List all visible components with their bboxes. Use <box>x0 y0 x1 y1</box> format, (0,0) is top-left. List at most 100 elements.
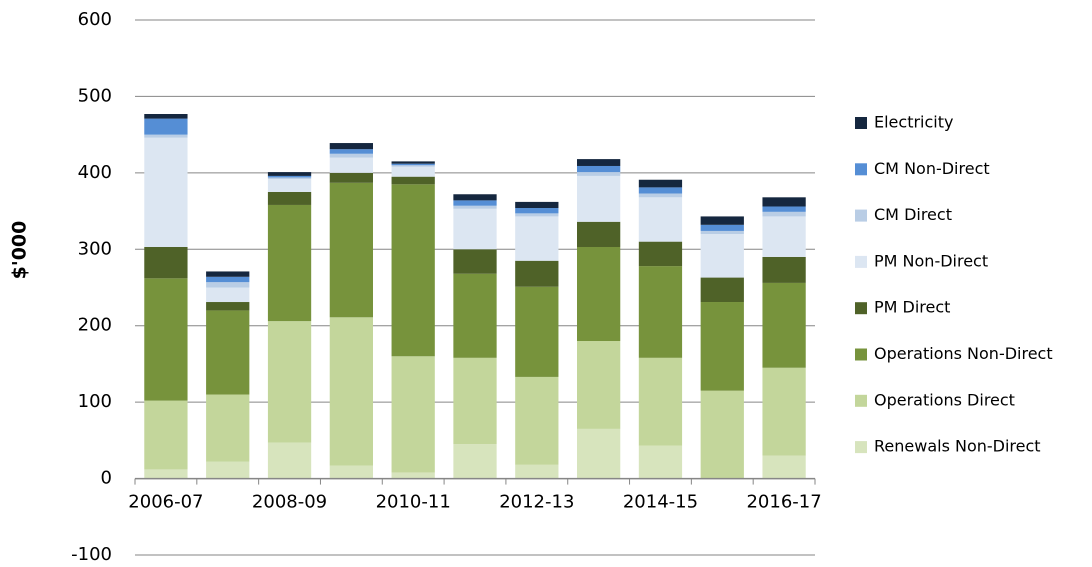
y-tick-label: 300 <box>78 238 112 259</box>
bar-segment <box>700 224 744 231</box>
bar-segment <box>391 184 435 357</box>
bar-segment <box>453 273 497 358</box>
x-tick-label: 2010-11 <box>376 492 451 513</box>
legend-label: Operations Direct <box>874 390 1015 409</box>
bar-segment <box>638 197 683 242</box>
bar-segment <box>515 208 559 214</box>
bar-segment <box>577 341 621 429</box>
bar-segment <box>391 472 435 479</box>
bar-segment <box>144 278 188 401</box>
legend-swatch <box>855 394 867 407</box>
bar-segment <box>329 182 373 318</box>
bar-segment <box>700 277 744 303</box>
bar-segment <box>453 208 497 250</box>
legend-label: CM Direct <box>874 205 952 224</box>
legend-label: Electricity <box>874 113 953 132</box>
y-tick-label: 0 <box>101 468 112 489</box>
bar-segment <box>638 266 683 358</box>
x-tick-label: 2006-07 <box>128 492 203 513</box>
bar-segment <box>700 216 744 225</box>
legend-swatch <box>855 255 867 268</box>
bar-segment <box>700 230 744 234</box>
bar-segment <box>144 114 188 119</box>
bar-segment <box>206 302 250 311</box>
bar-segment <box>206 287 250 303</box>
bar-segment <box>144 246 188 279</box>
bar-segment <box>577 246 621 341</box>
bar-segment <box>391 163 435 166</box>
bar-segment <box>206 310 250 395</box>
bar-segment <box>391 166 435 177</box>
bar-segment <box>638 357 683 446</box>
bar-segment <box>206 282 250 288</box>
bar-segment <box>391 356 435 473</box>
y-tick-label: 600 <box>78 9 112 30</box>
bar-segment <box>577 221 621 247</box>
legend-swatch <box>855 163 867 176</box>
bar-segment <box>762 256 806 283</box>
bar-segment <box>577 172 621 176</box>
bar-segment <box>267 177 312 179</box>
legend-label: PM Direct <box>874 298 950 317</box>
bar-segment <box>762 206 806 212</box>
bar-segment <box>515 201 559 209</box>
bar-segment <box>144 137 188 247</box>
bar-segment <box>762 455 806 479</box>
bar-segment <box>329 149 373 154</box>
legend-label: Operations Non-Direct <box>874 344 1053 363</box>
legend-swatch <box>855 348 867 361</box>
bar-segment <box>144 118 188 135</box>
bar-segment <box>515 464 559 479</box>
bar-segment <box>453 205 497 209</box>
bar-segment <box>329 143 373 150</box>
legend-label: CM Non-Direct <box>874 159 990 178</box>
bar-segment <box>453 249 497 274</box>
bar-segment <box>638 193 683 198</box>
bar-segment <box>144 400 188 470</box>
bar-segment <box>329 172 373 183</box>
bar-segment <box>762 216 806 257</box>
bar-segment <box>206 276 250 283</box>
bar-segment <box>762 197 806 207</box>
bar-segment <box>577 175 621 222</box>
bar-segment <box>577 165 621 173</box>
bar-segment <box>638 187 683 194</box>
bar-segment <box>391 176 435 185</box>
x-tick-label: 2008-09 <box>252 492 327 513</box>
x-tick-label: 2016-17 <box>746 492 821 513</box>
legend-swatch <box>855 302 867 315</box>
legend-swatch <box>855 441 867 454</box>
bar-segment <box>515 376 559 465</box>
bar-segment <box>206 394 250 462</box>
y-tick-label: -100 <box>71 544 112 565</box>
bar-segment <box>267 175 312 178</box>
bar-segment <box>267 172 312 176</box>
bar-segment <box>577 428 621 479</box>
bar-segment <box>329 157 373 173</box>
x-tick-label: 2014-15 <box>623 492 698 513</box>
y-tick-label: 200 <box>78 315 112 336</box>
bar-segment <box>762 211 806 217</box>
bar-segment <box>144 469 188 479</box>
bar-segment <box>329 153 373 158</box>
bar-segment <box>700 302 744 391</box>
bar-segment <box>762 367 806 456</box>
bar-segment <box>329 317 373 466</box>
bar-segment <box>638 445 683 479</box>
y-tick-label: 100 <box>78 391 112 412</box>
legend-label: PM Non-Direct <box>874 251 988 270</box>
bar-segment <box>267 178 312 192</box>
bar-segment <box>206 271 250 277</box>
bar-segment <box>700 234 744 278</box>
bar-segment <box>577 159 621 166</box>
bar-segment <box>144 134 188 138</box>
y-tick-label: 400 <box>78 162 112 183</box>
bar-segment <box>515 213 559 217</box>
bar-segment <box>453 357 497 445</box>
bar-segment <box>267 442 312 479</box>
bar-segment <box>453 200 497 206</box>
bar-segment <box>391 165 435 167</box>
legend-swatch <box>855 209 867 222</box>
x-tick-label: 2012-13 <box>499 492 574 513</box>
bar-segment <box>329 465 373 479</box>
